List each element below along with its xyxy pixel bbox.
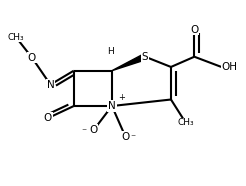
Text: O: O [121, 132, 130, 142]
Text: ⁻: ⁻ [81, 127, 86, 137]
Text: CH₃: CH₃ [8, 33, 24, 42]
Text: N: N [108, 101, 116, 111]
Text: CH₃: CH₃ [177, 118, 194, 127]
Polygon shape [112, 54, 147, 71]
Text: O: O [89, 125, 98, 135]
Text: +: + [118, 93, 125, 102]
Text: H: H [107, 47, 114, 56]
Text: O: O [28, 53, 36, 63]
Text: O: O [190, 25, 199, 35]
Text: S: S [142, 52, 148, 62]
Text: OH: OH [221, 62, 237, 72]
Text: O: O [44, 113, 52, 123]
Text: ⁻: ⁻ [131, 134, 136, 144]
Text: N: N [46, 80, 54, 90]
